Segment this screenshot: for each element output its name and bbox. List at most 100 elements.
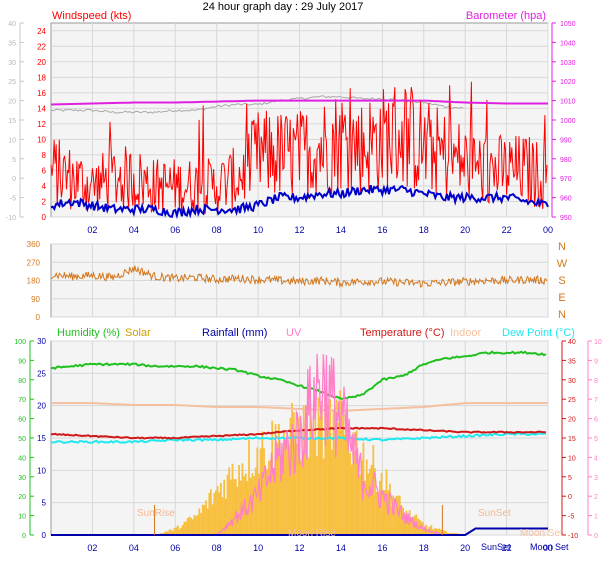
- y-outer-tick-label: 40: [8, 21, 16, 28]
- solar-bar: [205, 500, 207, 535]
- y-tick-label: 2: [42, 197, 47, 206]
- y-right-tick-label: 1000: [560, 118, 576, 125]
- solar-bar: [357, 467, 360, 535]
- y-right-tick-label: 1020: [560, 79, 576, 86]
- solar-bar: [400, 505, 403, 535]
- solar-bar: [176, 525, 179, 535]
- y-outer-tick-label: 35: [8, 40, 16, 47]
- y-temp-tick-label: 35: [568, 358, 576, 365]
- solar-bar: [226, 474, 229, 535]
- y-temp-tick-label: 10: [568, 455, 576, 462]
- y-right-tick-label: 990: [560, 137, 572, 144]
- solar-bar: [201, 504, 204, 535]
- y-rain-tick-label: 20: [37, 402, 46, 411]
- solar-bar: [229, 479, 232, 535]
- y-tick-label: 20: [37, 58, 46, 67]
- solar-bar: [329, 399, 332, 535]
- solar-bar: [335, 399, 338, 535]
- y-humidity-tick-label: 100: [14, 339, 26, 346]
- y-uv-tick-label: 1: [594, 514, 598, 521]
- solar-bar: [390, 506, 393, 535]
- solar-bar: [438, 528, 441, 535]
- solar-bar: [437, 529, 439, 535]
- y-tick-label: 0: [42, 213, 47, 222]
- solar-bar: [211, 504, 214, 535]
- solar-bar: [264, 470, 267, 535]
- solar-bar: [407, 515, 409, 535]
- solar-bar: [282, 430, 285, 535]
- solar-bar: [440, 529, 443, 535]
- solar-bar: [218, 492, 221, 535]
- y-humidity-tick-label: 70: [18, 397, 26, 404]
- y-temp-tick-label: 15: [568, 436, 576, 443]
- solar-bar: [263, 448, 265, 535]
- solar-bar: [190, 517, 192, 535]
- compass-label: N: [558, 241, 566, 253]
- y-uv-tick-label: 0: [594, 533, 598, 540]
- solar-bar: [337, 422, 340, 535]
- y-outer-tick-label: 0: [12, 176, 16, 183]
- solar-bar: [206, 508, 209, 535]
- solar-bar: [185, 521, 187, 535]
- solar-bar: [186, 518, 189, 535]
- y-outer-tick-label: 10: [8, 137, 16, 144]
- y-outer-tick-label: 30: [8, 60, 16, 67]
- solar-bar: [241, 463, 244, 535]
- x-tick-label: 18: [419, 543, 429, 553]
- y-temp-tick-label: 25: [568, 397, 576, 404]
- y-right-tick-label: 970: [560, 176, 572, 183]
- y-temp-tick-label: -5: [568, 514, 574, 521]
- solar-bar: [377, 491, 380, 535]
- y-rain-tick-label: 5: [42, 499, 47, 508]
- y-right-tick-label: 960: [560, 196, 572, 203]
- solar-bar: [317, 397, 320, 535]
- y-humidity-tick-label: 50: [18, 436, 26, 443]
- y-outer-tick-label: 20: [8, 99, 16, 106]
- y-tick-label: 12: [37, 120, 46, 129]
- solar-bar: [311, 437, 313, 535]
- compass-label: N: [558, 309, 566, 321]
- solar-bar: [306, 406, 308, 535]
- solar-bar: [334, 406, 337, 535]
- solar-bar: [374, 468, 376, 535]
- y-humidity-tick-label: 0: [22, 533, 26, 540]
- solar-bar: [296, 443, 298, 535]
- solar-bar: [382, 490, 385, 535]
- sunrise-label: SunRise: [137, 508, 175, 519]
- solar-bar: [379, 480, 381, 535]
- solar-bar: [203, 505, 206, 535]
- solar-bar: [302, 405, 305, 535]
- solar-bar: [405, 510, 408, 535]
- solar-bar: [223, 479, 226, 535]
- solar-bar: [163, 532, 166, 535]
- y-tick-label: 6: [42, 166, 47, 175]
- solar-bar: [266, 468, 269, 535]
- solar-bar: [451, 532, 454, 535]
- x-tick-label: 08: [212, 225, 222, 235]
- solar-bar: [398, 495, 401, 535]
- solar-bar: [215, 490, 217, 535]
- y-temp-tick-label: 40: [568, 339, 576, 346]
- windspeed-avg-series: [50, 81, 548, 215]
- y-right-tick-label: 950: [560, 215, 572, 222]
- solar-bar: [443, 530, 446, 535]
- solar-bar: [170, 529, 173, 535]
- x-tick-label: 14: [336, 225, 346, 235]
- y-tick-label: 4: [42, 182, 47, 191]
- y-uv-tick-label: 10: [594, 339, 602, 346]
- solar-bar: [402, 507, 404, 535]
- solar-bar: [321, 401, 323, 535]
- y-tick-label: 14: [37, 104, 46, 113]
- y-rain-tick-label: 15: [37, 434, 46, 443]
- solar-bar: [221, 497, 224, 535]
- solar-bar: [225, 498, 227, 535]
- y-uv-tick-label: 3: [594, 475, 598, 482]
- solar-bar: [375, 491, 378, 535]
- y-tick-label: 18: [37, 73, 46, 82]
- solar-bar: [389, 483, 391, 535]
- indoor-label: Indoor: [450, 327, 482, 339]
- solar-bar: [256, 447, 259, 535]
- y-uv-tick-label: 8: [594, 378, 598, 385]
